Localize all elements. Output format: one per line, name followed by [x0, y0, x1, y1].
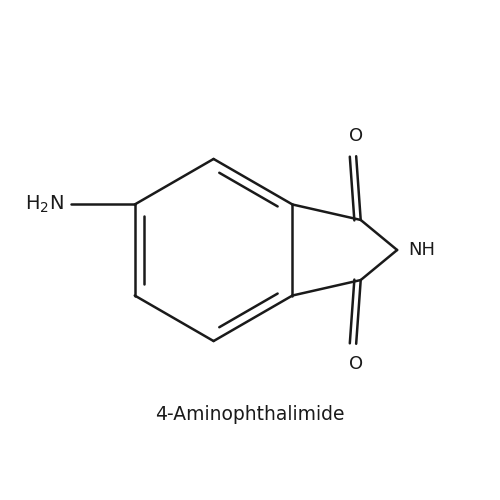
Text: 4-Aminophthalimide: 4-Aminophthalimide — [155, 405, 345, 424]
Text: O: O — [349, 128, 363, 146]
Text: O: O — [349, 354, 363, 372]
Text: H$_2$N: H$_2$N — [25, 194, 64, 215]
Text: NH: NH — [408, 241, 435, 259]
